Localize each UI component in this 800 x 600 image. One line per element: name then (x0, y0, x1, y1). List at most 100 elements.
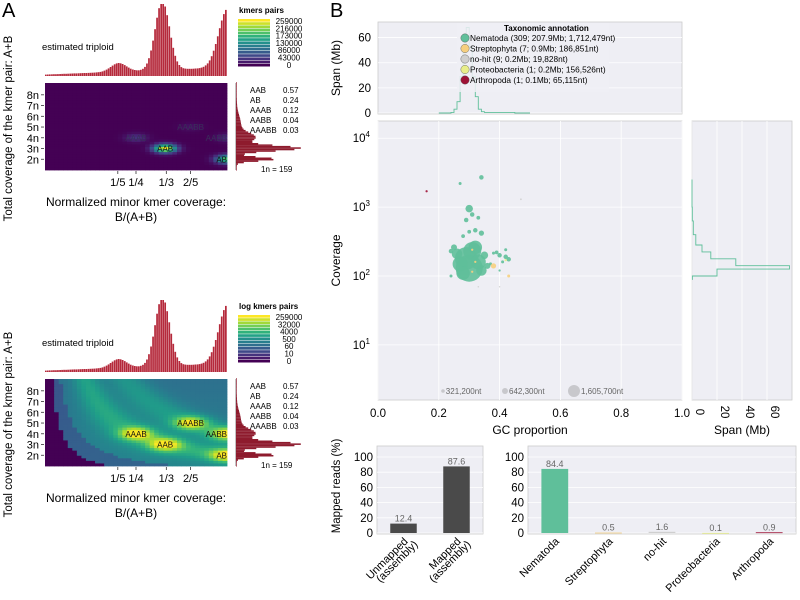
heatmap-cell (204, 453, 210, 457)
heatmap-cell (172, 417, 178, 421)
heatmap-cell (49, 396, 55, 400)
heatmap-cell (213, 167, 219, 171)
heatmap-cell (204, 419, 210, 423)
heatmap-cell (158, 419, 164, 423)
heatmap-cell (167, 381, 173, 385)
right-histogram-bar (236, 86, 237, 88)
heatmap-cell (204, 116, 210, 120)
heatmap-cell (145, 103, 151, 107)
heatmap-cell (154, 146, 160, 150)
heatmap-cell (163, 432, 169, 436)
heatmap-cell (208, 384, 214, 388)
right-histogram-bar (236, 127, 243, 129)
heatmap-cell (108, 123, 114, 127)
heatmap-cell (104, 463, 110, 467)
legend-title: kmers pairs (239, 6, 284, 15)
heatmap-cell (49, 157, 55, 161)
heatmap-cell (154, 123, 160, 127)
heatmap-cell (176, 437, 182, 441)
heatmap-cell (63, 149, 69, 153)
heatmap-cell (63, 440, 69, 444)
heatmap-cell (213, 123, 219, 127)
heatmap-cell (58, 412, 64, 416)
heatmap-cell (190, 154, 196, 158)
heatmap-cell (163, 391, 169, 395)
panel-label-a: A (2, 0, 16, 22)
histogram-bar (107, 364, 110, 372)
x-tick-label: 20 (718, 406, 730, 419)
heatmap-cell (90, 106, 96, 109)
heatmap-cell (117, 432, 123, 436)
heatmap-cell (108, 414, 114, 418)
heatmap-cell (190, 437, 196, 441)
y-tick-label: 80 (360, 467, 373, 479)
heatmap-cell (140, 139, 146, 143)
heatmap-cell (113, 394, 119, 398)
heatmap-cell (95, 113, 100, 117)
heatmap-cell (108, 442, 114, 446)
heatmap-cell (72, 425, 78, 429)
summary-value: 0.04 (283, 116, 299, 125)
heatmap-cell (90, 93, 96, 97)
heatmap-cell (217, 394, 223, 398)
heatmap-cell (217, 404, 223, 408)
heatmap-cell (45, 460, 50, 464)
heatmap-cell (213, 384, 219, 388)
heatmap-cell (208, 126, 214, 130)
heatmap-cell (63, 463, 69, 467)
heatmap-cell (76, 134, 82, 138)
heatmap-cell (204, 90, 210, 94)
heatmap-cell (167, 106, 173, 109)
heatmap-cell (54, 131, 60, 135)
histogram-bar (105, 69, 108, 76)
heatmap-cell (104, 442, 110, 446)
heatmap-cell (208, 103, 214, 107)
heatmap-cell (49, 139, 55, 143)
heatmap-cell (213, 445, 219, 449)
heatmap-cell (113, 407, 119, 411)
heatmap-cell (145, 412, 151, 416)
heatmap-cell (67, 116, 73, 120)
heatmap-cell (149, 414, 155, 418)
heatmap-cell (222, 463, 228, 467)
heatmap-cell (95, 460, 100, 464)
heatmap-cell (190, 129, 196, 133)
heatmap-cell (95, 391, 100, 395)
heatmap-cell (131, 430, 137, 434)
heatmap-cell (113, 93, 119, 97)
heatmap-cell (158, 381, 164, 385)
heatmap-cell (45, 381, 50, 385)
heatmap-cell (58, 95, 64, 99)
heatmap-cell (67, 157, 73, 161)
heatmap-cell (181, 98, 187, 102)
heatmap-cell (95, 419, 100, 423)
heatmap-cell (176, 440, 182, 444)
heatmap-cell (131, 93, 137, 97)
heatmap-cell (158, 453, 164, 457)
heatmap-cell (217, 141, 223, 145)
heatmap-cell (108, 422, 114, 426)
heatmap-cell (176, 381, 182, 385)
heatmap-cell (104, 159, 110, 163)
heatmap-cell (145, 108, 151, 112)
heatmap-cell (204, 402, 210, 405)
heatmap-cell (45, 146, 50, 150)
heatmap-cell (158, 90, 164, 94)
heatmap-cell (113, 404, 119, 408)
heatmap-cell (72, 450, 78, 454)
heatmap-cell (208, 146, 214, 150)
heatmap-cell (167, 95, 173, 99)
heatmap-cell (172, 83, 178, 86)
heatmap-cell (195, 422, 201, 426)
heatmap-cell (181, 144, 187, 148)
histogram-bar (156, 313, 158, 372)
heatmap-cell (167, 437, 173, 441)
heatmap-cell (58, 386, 64, 390)
heatmap-cell (95, 453, 100, 457)
heatmap-cell (163, 407, 169, 411)
heatmap-cell (149, 95, 155, 99)
heatmap-cell (208, 379, 214, 382)
heatmap-cell (176, 146, 182, 150)
heatmap-cell (186, 440, 191, 444)
legend-label: 216000 (276, 24, 303, 33)
